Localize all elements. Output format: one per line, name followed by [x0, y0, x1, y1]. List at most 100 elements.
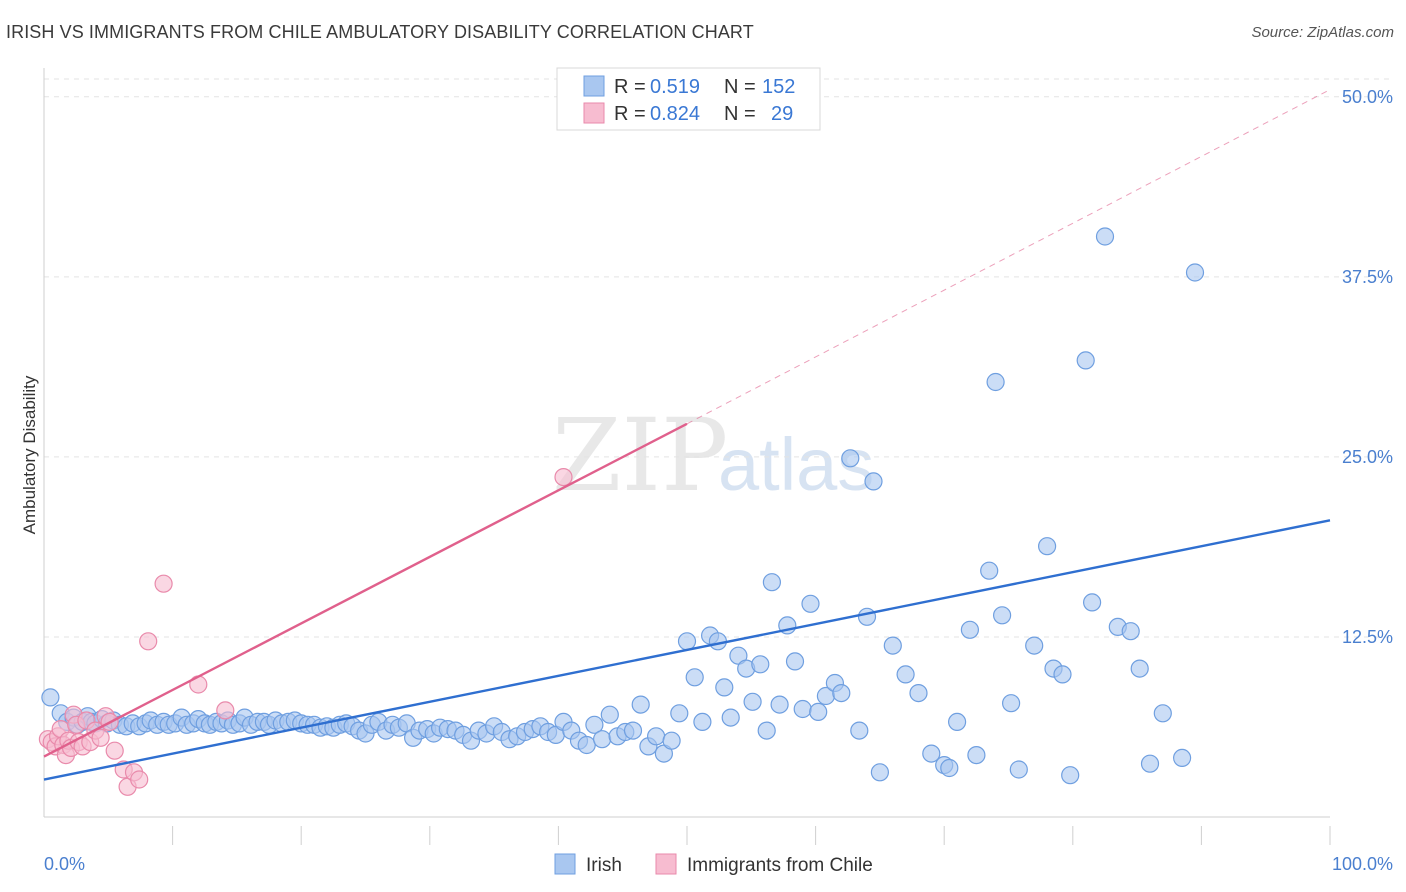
- series-irish: [41, 227, 1205, 785]
- legend-r-value-chile: 0.824: [650, 103, 700, 125]
- y-tick-label: 50.0%: [1342, 87, 1393, 107]
- chart-title: IRISH VS IMMIGRANTS FROM CHILE AMBULATOR…: [6, 22, 754, 42]
- data-point: [967, 745, 986, 765]
- data-point: [940, 758, 959, 778]
- data-point: [1025, 636, 1044, 655]
- legend-swatch-chile: [583, 102, 605, 124]
- data-point: [623, 721, 643, 740]
- data-point: [585, 715, 604, 734]
- x-tick-label-min: 0.0%: [44, 854, 85, 874]
- data-point: [631, 695, 650, 714]
- data-point: [947, 712, 967, 732]
- gridlines: [44, 78, 1393, 638]
- data-point: [857, 607, 877, 626]
- data-point: [980, 561, 999, 580]
- data-point: [1095, 227, 1115, 246]
- data-point: [139, 632, 158, 651]
- legend-r-value-irish: 0.519: [650, 76, 700, 98]
- x-axis-ticks: [172, 826, 1331, 845]
- legend-n-value-irish: 152: [762, 76, 795, 98]
- data-point: [662, 731, 681, 750]
- data-point: [721, 708, 740, 727]
- data-point: [105, 741, 124, 760]
- data-point: [1172, 748, 1192, 768]
- data-point: [770, 695, 789, 714]
- x-tick-label-max: 100.0%: [1332, 854, 1393, 874]
- data-point: [1153, 704, 1172, 723]
- data-point: [986, 372, 1005, 392]
- data-point: [1121, 622, 1140, 641]
- y-tick-label: 25.0%: [1342, 447, 1393, 467]
- data-point: [757, 721, 776, 740]
- data-point: [1061, 766, 1080, 785]
- trend-line-chile: [43, 422, 688, 758]
- legend-r-label-chile: R =: [614, 103, 646, 125]
- data-point: [883, 636, 902, 655]
- legend-n-value-chile: 29: [771, 103, 793, 125]
- bottom-legend-label-irish: Irish: [586, 855, 622, 876]
- series-layer: [38, 227, 1205, 796]
- data-point: [1009, 760, 1028, 779]
- data-point: [841, 449, 860, 468]
- bottom-legend-label-chile: Immigrants from Chile: [687, 855, 873, 876]
- data-point: [832, 683, 851, 703]
- data-point: [216, 701, 235, 720]
- y-axis-tick-labels: 12.5% 25.0% 37.5% 50.0%: [1342, 87, 1393, 647]
- data-point: [909, 683, 928, 703]
- stats-legend: R = 0.519 N = 152 R = 0.824 N = 29: [556, 67, 821, 131]
- data-point: [677, 632, 697, 651]
- data-point: [91, 728, 110, 747]
- data-point: [1185, 263, 1205, 282]
- data-point: [592, 730, 612, 749]
- data-point: [785, 652, 805, 671]
- data-point: [554, 468, 573, 487]
- y-tick-label: 12.5%: [1342, 627, 1393, 647]
- data-point: [1037, 537, 1057, 556]
- data-point: [801, 594, 820, 613]
- data-point: [762, 573, 782, 592]
- data-point: [992, 606, 1012, 625]
- data-point: [646, 727, 666, 746]
- data-point: [809, 702, 828, 722]
- data-point: [715, 678, 734, 697]
- data-point: [41, 688, 60, 707]
- y-tick-label: 37.5%: [1342, 267, 1393, 287]
- series-legend: Irish Immigrants from Chile: [554, 853, 873, 876]
- trend-line-extension-chile: [686, 89, 1331, 425]
- data-point: [1130, 659, 1149, 678]
- data-point: [743, 692, 762, 711]
- data-point: [600, 705, 619, 724]
- data-point: [793, 699, 812, 719]
- y-axis-label: Ambulatory Disability: [20, 375, 39, 534]
- data-point: [154, 574, 173, 593]
- legend-n-label-chile: N =: [724, 103, 756, 125]
- data-point: [864, 472, 883, 491]
- data-point: [1053, 665, 1072, 684]
- watermark: ZIP atlas: [552, 397, 874, 514]
- data-point: [896, 665, 915, 684]
- data-point: [130, 770, 149, 789]
- data-point: [751, 655, 770, 674]
- legend-r-label-irish: R =: [614, 76, 646, 98]
- data-point: [960, 620, 980, 639]
- watermark-zip: ZIP: [552, 397, 728, 514]
- data-point: [850, 721, 869, 740]
- trend-layer: [43, 89, 1331, 781]
- trend-line-irish: [43, 519, 1331, 781]
- series-chile: [38, 468, 573, 796]
- legend-n-label-irish: N =: [724, 76, 756, 98]
- legend-swatch-irish: [583, 75, 605, 97]
- data-point: [1082, 593, 1102, 612]
- data-point: [685, 668, 704, 687]
- data-point: [1140, 754, 1160, 773]
- bottom-legend-swatch-irish: [554, 853, 576, 875]
- data-point: [693, 712, 712, 732]
- data-point: [577, 735, 596, 755]
- data-point: [870, 763, 890, 782]
- data-point: [922, 744, 941, 763]
- data-point: [1001, 694, 1021, 713]
- data-point: [670, 704, 689, 723]
- data-point: [1076, 351, 1095, 370]
- bottom-legend-swatch-chile: [655, 853, 677, 875]
